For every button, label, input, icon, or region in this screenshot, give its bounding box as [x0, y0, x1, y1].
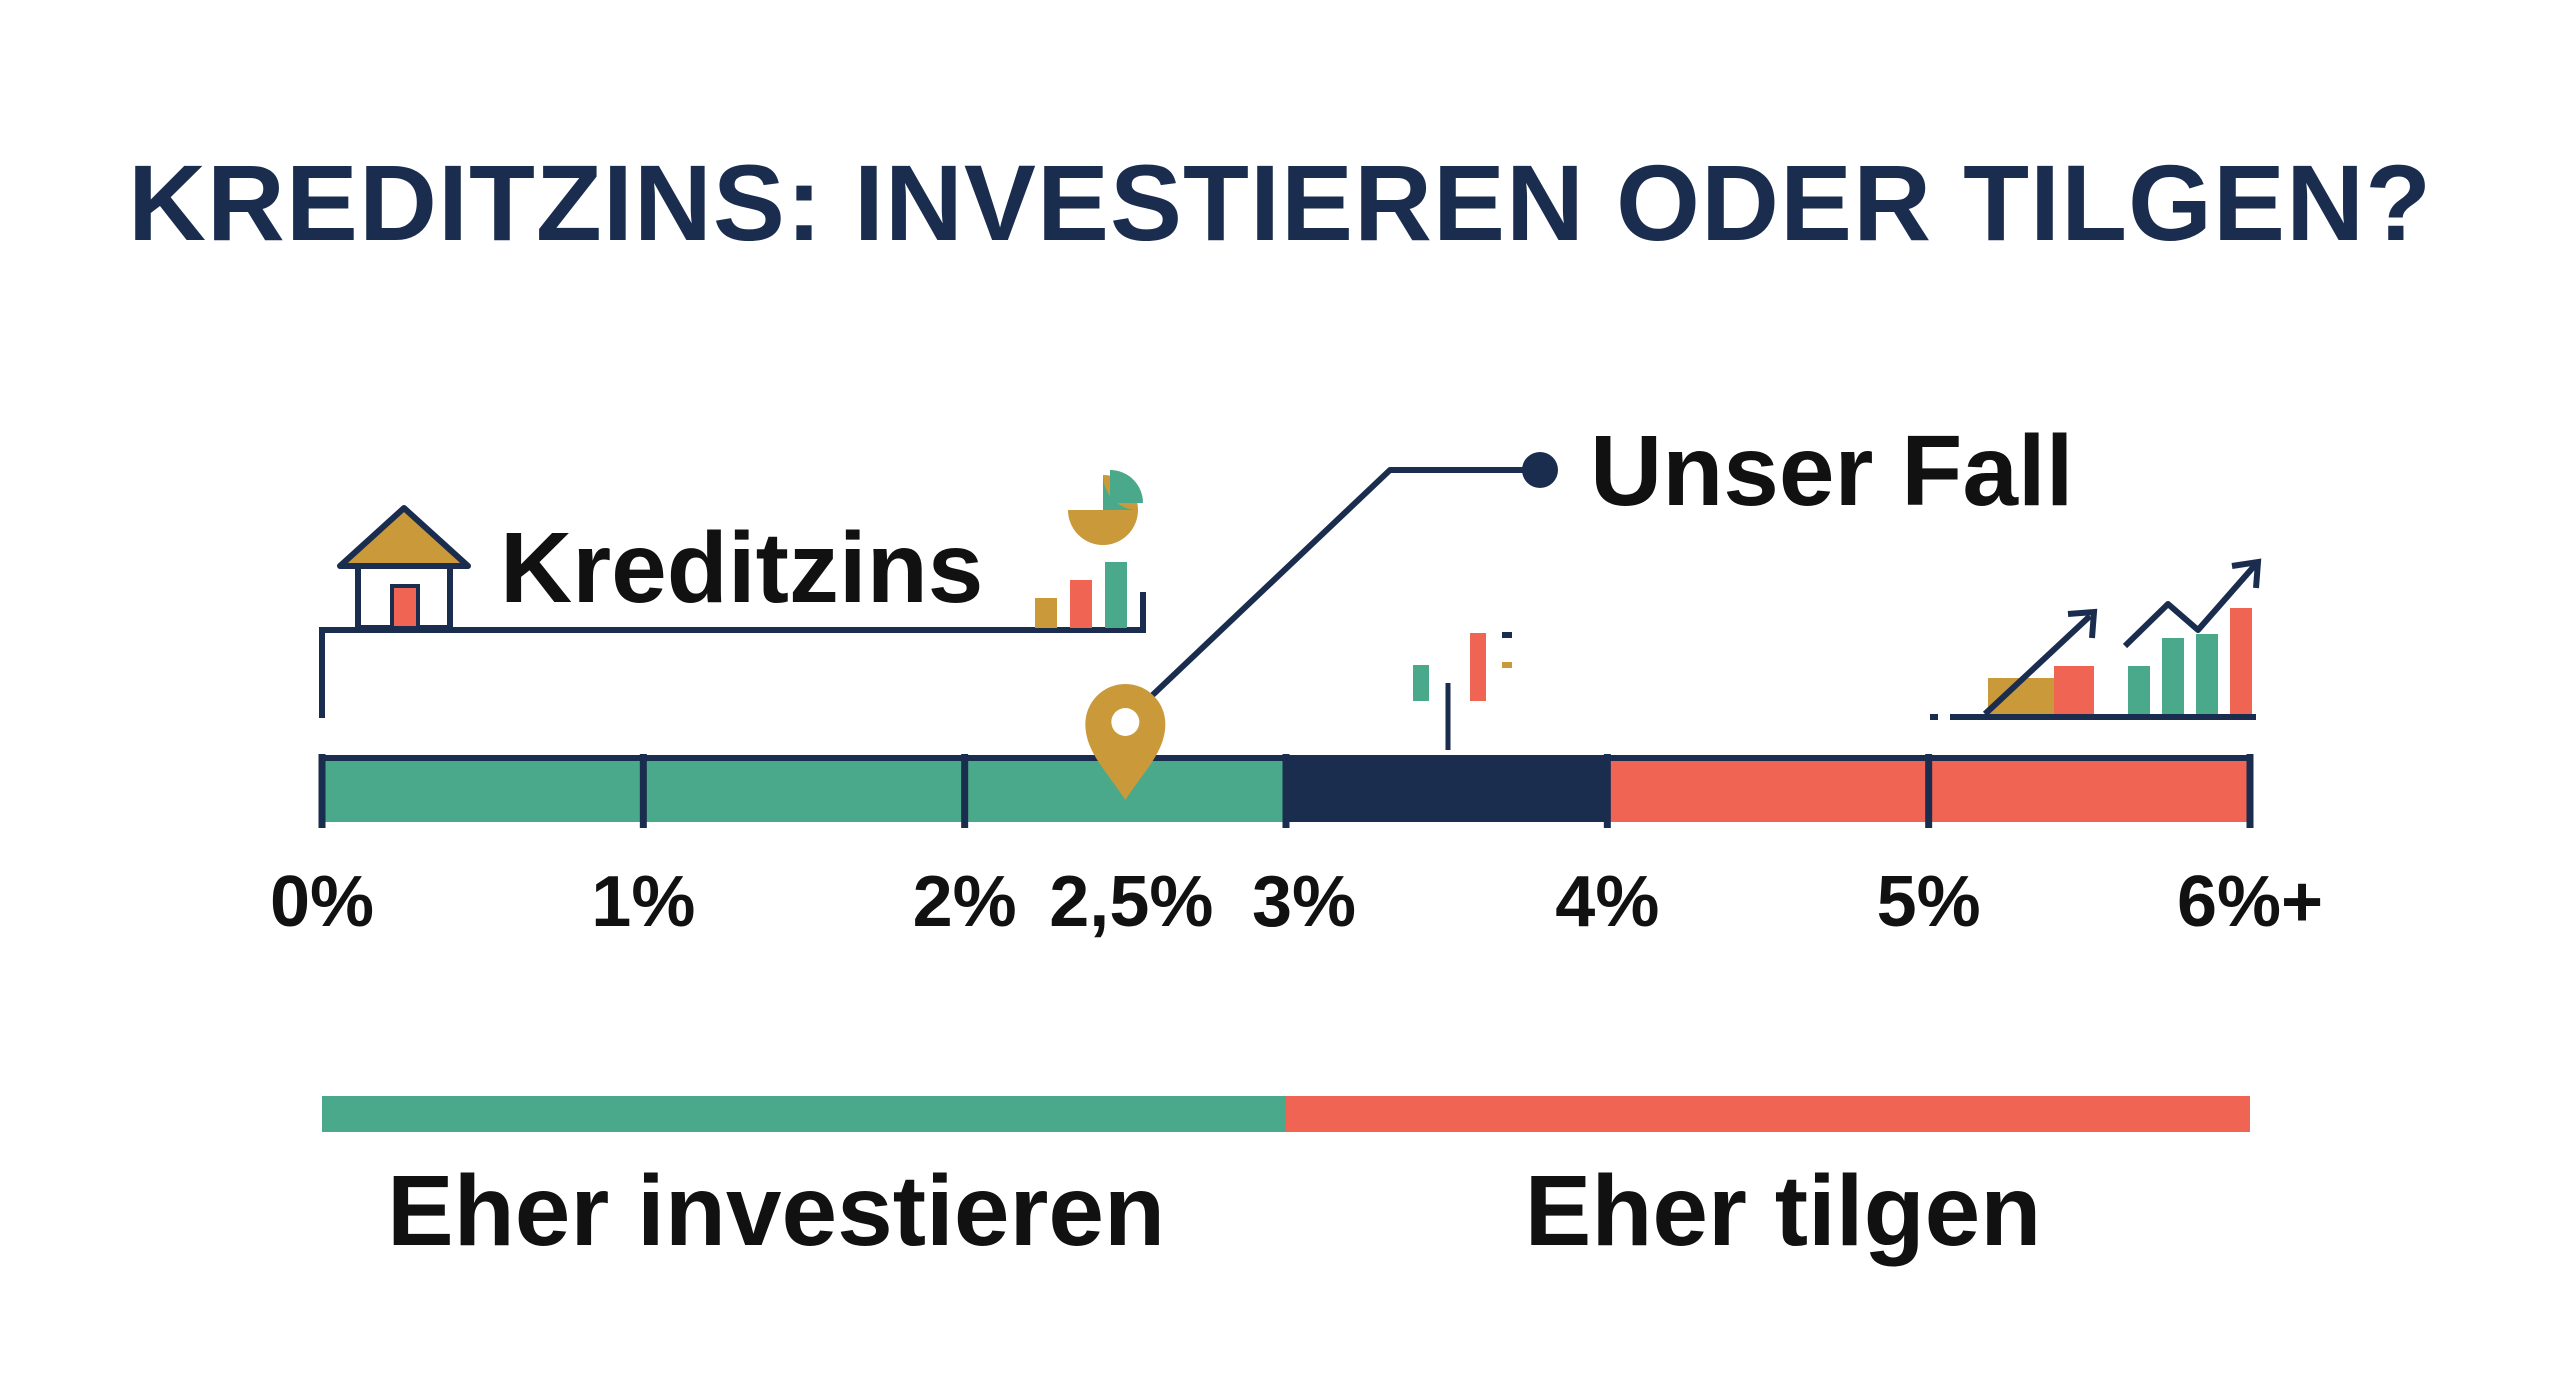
rate-marker: Unser Fall 2,5%	[1049, 415, 2073, 942]
tick-label-3: 3%	[1252, 862, 1356, 942]
zone-label-1: Eher tilgen	[1525, 1155, 2042, 1267]
bar-chart-icon	[1035, 562, 1127, 628]
scale-tick-labels: 0% 1% 2% 3% 4% 5% 6%+	[270, 862, 2323, 942]
location-pin-hole	[1111, 708, 1140, 736]
scale-ticks	[318, 754, 2254, 828]
kreditzins-label: Kreditzins	[500, 512, 983, 624]
tick-label-2: 2%	[913, 862, 1017, 942]
callout-label: Unser Fall	[1590, 415, 2074, 527]
tick-label-1: 1%	[591, 862, 695, 942]
tick-label-0: 0%	[270, 862, 374, 942]
scale-segment-1	[1286, 758, 1608, 822]
marker-value-label: 2,5%	[1049, 862, 1213, 942]
recommendation-zones	[322, 1096, 2250, 1132]
kreditzins-bracket: Kreditzins	[319, 512, 1146, 718]
callout-leader-line	[1145, 467, 1540, 703]
tick-label-4: 4%	[1555, 862, 1659, 942]
callout-dot	[1522, 452, 1558, 488]
pie-chart-icon	[1068, 470, 1143, 545]
house-icon	[337, 505, 471, 631]
page-title: KREDITZINS: INVESTIEREN ODER TILGEN?	[127, 142, 2433, 263]
recommendation-labels: Eher investieren Eher tilgen	[387, 1155, 2041, 1267]
zone-bar-1	[1286, 1096, 2250, 1132]
zone-label-0: Eher investieren	[387, 1155, 1165, 1267]
zone-bar-0	[322, 1096, 1286, 1132]
location-pin-icon	[1085, 684, 1166, 800]
tick-label-5: 5%	[1877, 862, 1981, 942]
tick-label-6: 6%+	[2177, 862, 2323, 942]
growth-chart-icon	[1930, 558, 2262, 720]
candlestick-icon	[1413, 632, 1512, 750]
